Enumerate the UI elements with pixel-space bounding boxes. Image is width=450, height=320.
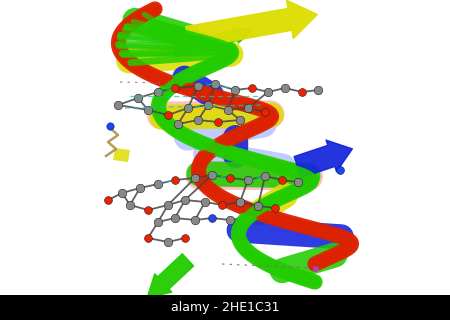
FancyArrowPatch shape bbox=[186, 0, 317, 48]
Point bbox=[144, 108, 152, 113]
Point bbox=[212, 82, 219, 87]
FancyArrowPatch shape bbox=[294, 140, 352, 178]
Point bbox=[118, 190, 126, 196]
Point bbox=[231, 87, 239, 92]
Point bbox=[218, 203, 225, 208]
Point bbox=[144, 207, 152, 212]
Point bbox=[164, 112, 171, 117]
Point bbox=[225, 108, 232, 113]
Polygon shape bbox=[113, 148, 130, 162]
Point bbox=[226, 218, 234, 223]
Point bbox=[106, 124, 113, 129]
Point bbox=[214, 119, 221, 124]
Point bbox=[104, 197, 112, 203]
Point bbox=[135, 95, 142, 100]
Point bbox=[236, 199, 243, 204]
Point bbox=[164, 239, 171, 244]
Point bbox=[171, 85, 179, 91]
Point bbox=[181, 236, 189, 241]
Point bbox=[337, 167, 344, 172]
Point bbox=[204, 102, 212, 108]
Point bbox=[315, 87, 322, 92]
Point bbox=[154, 181, 162, 187]
Point bbox=[154, 90, 162, 95]
Point bbox=[226, 175, 234, 180]
Point bbox=[144, 236, 152, 241]
Point bbox=[136, 186, 144, 191]
Point bbox=[244, 177, 252, 182]
Point bbox=[171, 177, 179, 182]
Point bbox=[261, 109, 269, 115]
Point bbox=[154, 220, 162, 225]
Point bbox=[164, 203, 171, 208]
Point bbox=[171, 215, 179, 220]
Point bbox=[265, 90, 272, 95]
Point bbox=[236, 117, 243, 123]
Point bbox=[271, 205, 279, 211]
Point bbox=[184, 106, 192, 111]
FancyArrowPatch shape bbox=[147, 254, 194, 298]
Point bbox=[202, 199, 209, 204]
Point bbox=[181, 197, 189, 203]
Point bbox=[281, 85, 288, 91]
Point bbox=[194, 117, 202, 123]
Point bbox=[312, 267, 319, 272]
Point bbox=[254, 204, 261, 209]
Bar bbox=[0, 295, 450, 320]
Point bbox=[208, 172, 216, 178]
Text: alamy - 2HE1C31: alamy - 2HE1C31 bbox=[171, 300, 279, 314]
Point bbox=[261, 173, 269, 179]
Point bbox=[279, 177, 286, 182]
Point bbox=[248, 85, 256, 91]
Point bbox=[126, 203, 134, 208]
FancyArrowPatch shape bbox=[173, 27, 252, 57]
Point bbox=[244, 106, 252, 111]
Point bbox=[298, 90, 306, 95]
Point bbox=[194, 84, 202, 89]
Point bbox=[208, 215, 216, 220]
Point bbox=[191, 218, 198, 223]
Point bbox=[294, 180, 302, 185]
Point bbox=[191, 175, 198, 180]
Point bbox=[175, 122, 182, 127]
Point bbox=[114, 102, 122, 108]
